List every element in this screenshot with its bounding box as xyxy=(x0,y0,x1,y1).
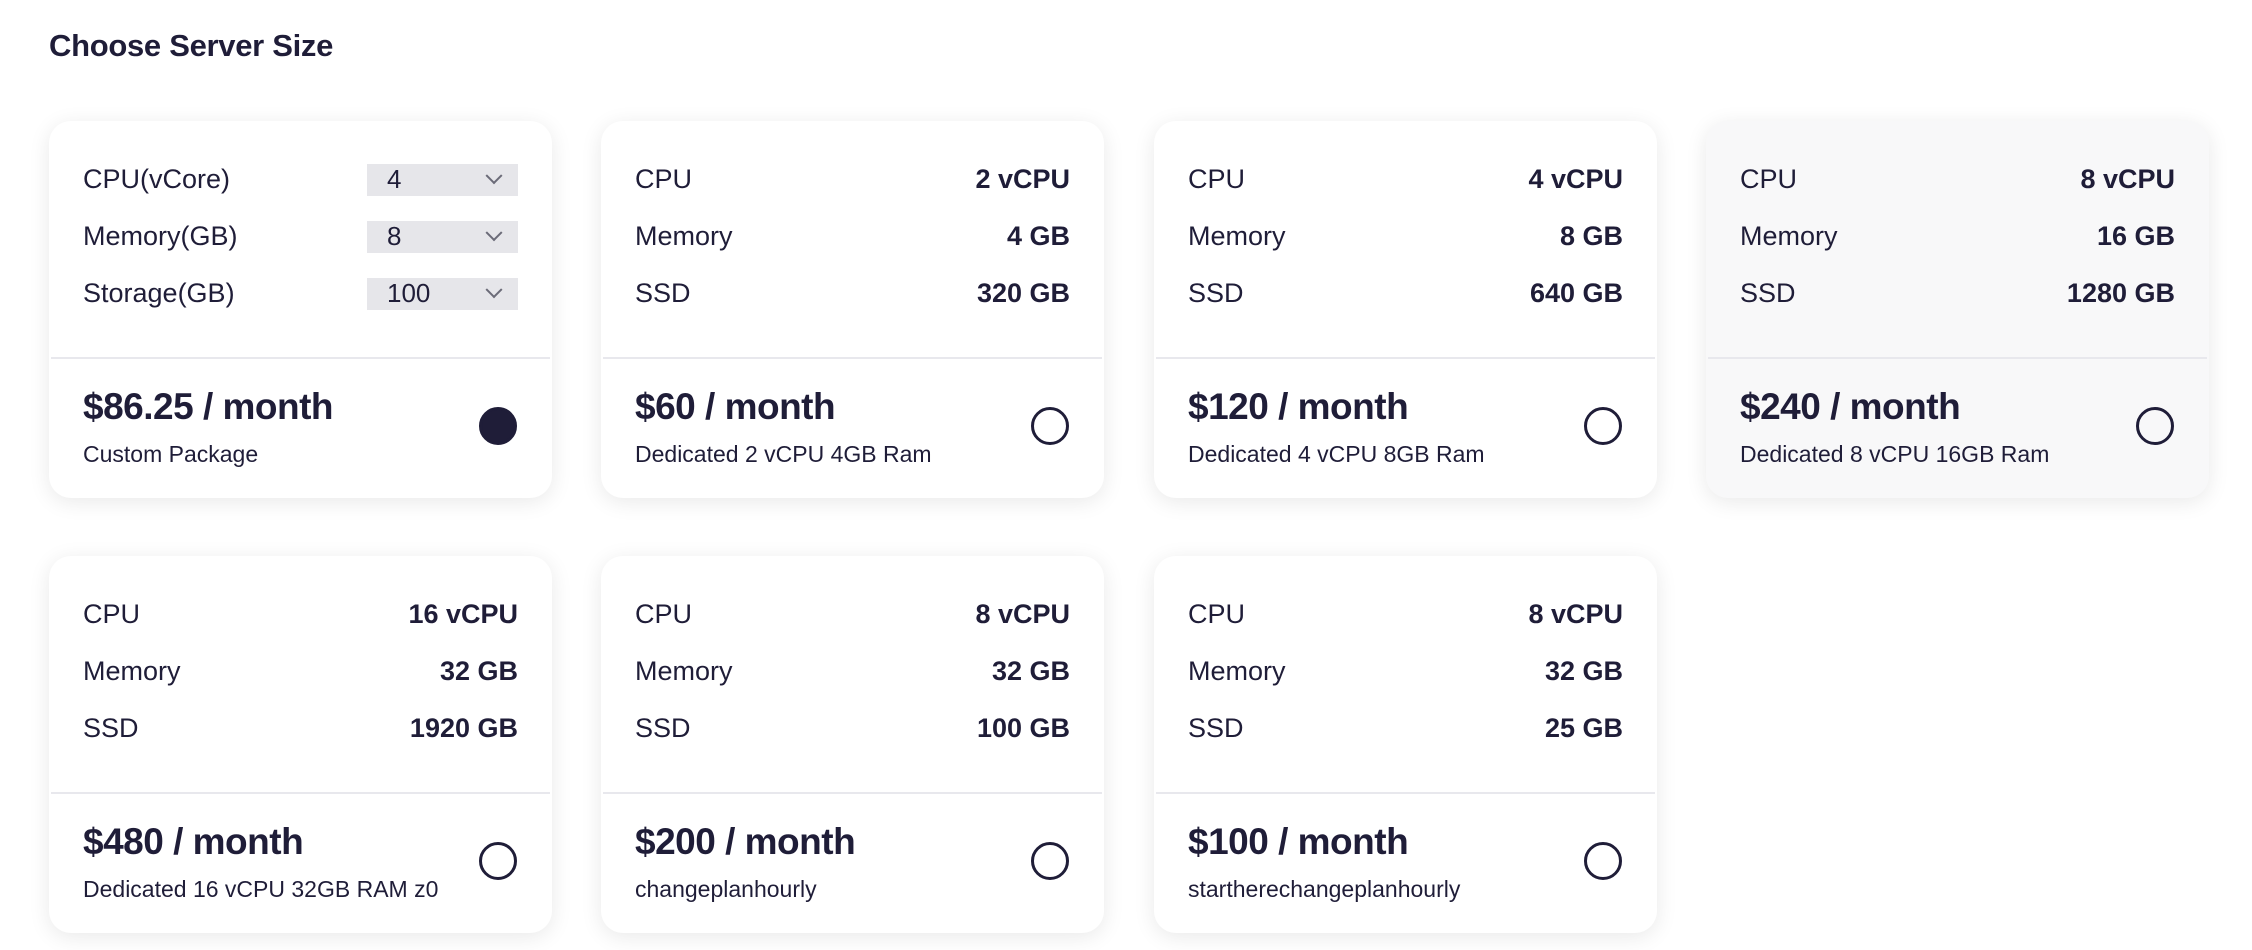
memory-label: Memory xyxy=(1740,221,1838,251)
plan-name: startherechangeplanhourly xyxy=(1188,876,1461,902)
plan-radio[interactable] xyxy=(2136,407,2174,445)
plan-radio[interactable] xyxy=(479,842,517,880)
plan-price: $200 / month xyxy=(635,821,856,862)
ssd-label: SSD xyxy=(635,713,691,743)
memory-label: Memory(GB) xyxy=(83,221,238,251)
plan-price: $120 / month xyxy=(1188,386,1409,427)
memory-select-value: 8 xyxy=(387,221,402,251)
plan-radio[interactable] xyxy=(1584,842,1622,880)
cpu-label: CPU xyxy=(1188,164,1246,194)
memory-label: Memory xyxy=(1188,221,1286,251)
ssd-label: SSD xyxy=(83,713,139,743)
cpu-label: CPU xyxy=(83,599,141,629)
ssd-value: 1920 GB xyxy=(409,713,518,743)
cpu-select-value: 4 xyxy=(387,164,402,194)
plan-price: $240 / month xyxy=(1740,386,1961,427)
plan-price: $60 / month xyxy=(635,386,836,427)
plan-card[interactable]: CPU 8 vCPU Memory 32 GB SSD 25 GB $100 / mo… xyxy=(1154,556,1657,933)
memory-select[interactable]: 8 xyxy=(367,220,518,253)
plan-card[interactable]: CPU 8 vCPU Memory 32 GB SSD 100 GB $200 / m… xyxy=(601,556,1104,933)
page-title: Choose Server Size xyxy=(49,28,334,63)
ssd-value: 100 GB xyxy=(976,713,1070,743)
storage-label: Storage(GB) xyxy=(83,278,235,308)
cpu-value: 8 vCPU xyxy=(975,599,1070,629)
memory-label: Memory xyxy=(1188,656,1286,686)
memory-label: Memory xyxy=(635,656,733,686)
cpu-label: CPU xyxy=(1740,164,1798,194)
memory-value: 32 GB xyxy=(439,656,518,686)
plan-price: $86.25 / month xyxy=(83,386,334,427)
ssd-value: 320 GB xyxy=(976,278,1070,308)
divider xyxy=(603,792,1102,794)
memory-value: 32 GB xyxy=(991,656,1070,686)
plan-card[interactable]: CPU 8 vCPU Memory 16 GB SSD 1280 GB $240 / … xyxy=(1706,121,2209,498)
cpu-value: 2 vCPU xyxy=(975,164,1070,194)
plan-card[interactable]: CPU 4 vCPU Memory 8 GB SSD 640 GB $120 / mo… xyxy=(1154,121,1657,498)
plan-card-custom[interactable]: CPU(vCore) 4 Memory(GB) 8 Storage(GB) 10… xyxy=(49,121,552,498)
plan-radio[interactable] xyxy=(1031,407,1069,445)
cpu-value: 8 vCPU xyxy=(2080,164,2175,194)
memory-label: Memory xyxy=(83,656,181,686)
cpu-label: CPU xyxy=(1188,599,1246,629)
ssd-value: 1280 GB xyxy=(2066,278,2175,308)
ssd-label: SSD xyxy=(1740,278,1796,308)
ssd-value: 640 GB xyxy=(1529,278,1623,308)
cpu-label: CPU(vCore) xyxy=(83,164,231,194)
memory-label: Memory xyxy=(635,221,733,251)
storage-select[interactable]: 100 xyxy=(367,277,518,310)
plan-radio[interactable] xyxy=(1584,407,1622,445)
chevron-down-icon xyxy=(485,223,503,241)
plan-name: Custom Package xyxy=(83,441,259,467)
plan-radio[interactable] xyxy=(1031,842,1069,880)
cpu-select[interactable]: 4 xyxy=(367,163,518,196)
chevron-down-icon xyxy=(485,280,503,298)
memory-value: 4 GB xyxy=(1006,221,1070,251)
plan-card[interactable]: CPU 2 vCPU Memory 4 GB SSD 320 GB $60 / mon… xyxy=(601,121,1104,498)
memory-value: 8 GB xyxy=(1559,221,1623,251)
divider xyxy=(603,357,1102,359)
cpu-label: CPU xyxy=(635,599,693,629)
divider xyxy=(1156,357,1655,359)
plan-name: Dedicated 8 vCPU 16GB Ram xyxy=(1740,441,2050,467)
cpu-label: CPU xyxy=(635,164,693,194)
ssd-value: 25 GB xyxy=(1544,713,1623,743)
plan-price: $100 / month xyxy=(1188,821,1409,862)
divider xyxy=(1708,357,2207,359)
memory-value: 32 GB xyxy=(1544,656,1623,686)
plan-name: Dedicated 2 vCPU 4GB Ram xyxy=(635,441,932,467)
divider xyxy=(1156,792,1655,794)
cpu-value: 4 vCPU xyxy=(1528,164,1623,194)
divider xyxy=(51,792,550,794)
memory-value: 16 GB xyxy=(2096,221,2175,251)
plan-price: $480 / month xyxy=(83,821,304,862)
plan-card[interactable]: CPU 16 vCPU Memory 32 GB SSD 1920 GB $480 /… xyxy=(49,556,552,933)
plan-name: changeplanhourly xyxy=(635,876,817,902)
cpu-value: 8 vCPU xyxy=(1528,599,1623,629)
plan-name: Dedicated 16 vCPU 32GB RAM z0 xyxy=(83,876,439,902)
ssd-label: SSD xyxy=(1188,278,1244,308)
plan-name: Dedicated 4 vCPU 8GB Ram xyxy=(1188,441,1485,467)
ssd-label: SSD xyxy=(1188,713,1244,743)
cpu-value: 16 vCPU xyxy=(408,599,518,629)
ssd-label: SSD xyxy=(635,278,691,308)
divider xyxy=(51,357,550,359)
chevron-down-icon xyxy=(485,166,503,184)
storage-select-value: 100 xyxy=(387,278,431,308)
plan-radio-selected[interactable] xyxy=(479,407,517,445)
